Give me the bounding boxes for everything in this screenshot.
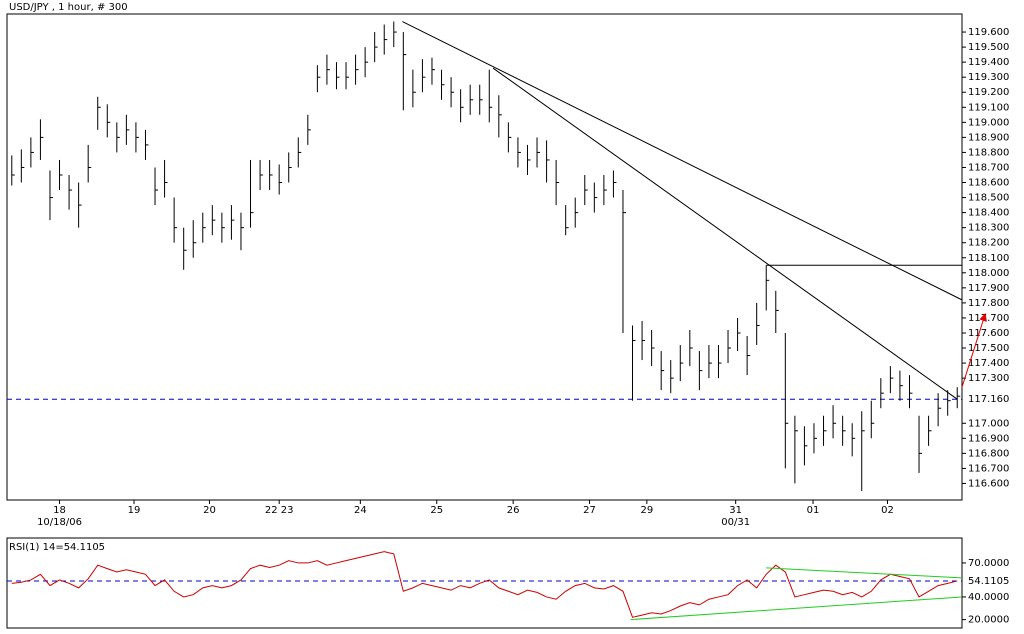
y-tick-label: 118.300 — [968, 223, 1009, 234]
x-tick-label: 26 — [507, 505, 520, 516]
y-tick-label: 119.600 — [968, 27, 1009, 38]
y-tick-label: 119.400 — [968, 57, 1009, 68]
y-tick-label: 117.800 — [968, 298, 1009, 309]
x-tick-label: 01 — [807, 505, 820, 516]
y-tick-label: 118.400 — [968, 208, 1009, 219]
trendline — [766, 567, 963, 579]
reference-label: 54.1105 — [968, 576, 1009, 587]
y-tick-label: 117.400 — [968, 358, 1009, 369]
x-tick-label: 18 — [53, 505, 66, 516]
y-tick-label: 118.600 — [968, 178, 1009, 189]
y-tick-label: 117.500 — [968, 343, 1009, 354]
arrow — [961, 313, 987, 388]
x-tick-label: 25 — [430, 505, 443, 516]
y-tick-label: 118.800 — [968, 147, 1009, 158]
x-tick-label: 19 — [128, 505, 141, 516]
y-tick-label: 70.0000 — [968, 558, 1009, 569]
y-tick-label: 118.500 — [968, 193, 1009, 204]
x-tick-label: 29 — [640, 505, 653, 516]
reference-label-box — [964, 393, 1018, 406]
x-sublabel: 00/31 — [721, 517, 750, 528]
y-tick-label: 117.000 — [968, 418, 1009, 429]
y-tick-label: 20.0000 — [968, 615, 1009, 626]
y-tick-label: 119.000 — [968, 117, 1009, 128]
rsi-line — [11, 551, 958, 618]
x-tick-label: 20 — [203, 505, 216, 516]
y-tick-label: 119.300 — [968, 72, 1009, 83]
x-tick-label: 27 — [583, 505, 596, 516]
y-tick-label: 117.300 — [968, 373, 1009, 384]
trendline — [492, 67, 958, 400]
y-tick-label: 118.000 — [968, 268, 1009, 279]
trendline — [402, 21, 963, 301]
reference-label: 117.160 — [968, 394, 1009, 405]
y-tick-label: 117.600 — [968, 328, 1009, 339]
y-tick-label: 116.600 — [968, 478, 1009, 489]
y-tick-label: 117.700 — [968, 313, 1009, 324]
chart-title: USD/JPY , 1 hour, # 300 — [9, 2, 128, 13]
reference-label-box — [964, 574, 1018, 587]
y-tick-label: 116.700 — [968, 463, 1009, 474]
y-tick-label: 119.100 — [968, 102, 1009, 113]
y-tick-label: 116.900 — [968, 433, 1009, 444]
y-tick-label: 118.900 — [968, 132, 1009, 143]
x-sublabel: 10/18/06 — [37, 517, 82, 528]
y-tick-label: 118.700 — [968, 162, 1009, 173]
rsi-frame — [6, 537, 963, 629]
rsi-title: RSI(1) 14=54.1105 — [9, 542, 105, 553]
main-frame — [6, 13, 963, 501]
trendline — [630, 596, 963, 621]
y-tick-label: 40.0000 — [968, 592, 1009, 603]
x-tick-label: 24 — [354, 505, 367, 516]
y-tick-label: 118.200 — [968, 238, 1009, 249]
y-tick-label: 119.200 — [968, 87, 1009, 98]
y-tick-label: 116.800 — [968, 448, 1009, 459]
x-tick-label: 31 — [729, 505, 742, 516]
y-tick-label: 118.100 — [968, 253, 1009, 264]
x-tick-label: 22 23 — [265, 505, 294, 516]
y-tick-label: 119.500 — [968, 42, 1009, 53]
y-tick-label: 117.900 — [968, 283, 1009, 294]
x-tick-label: 02 — [881, 505, 894, 516]
